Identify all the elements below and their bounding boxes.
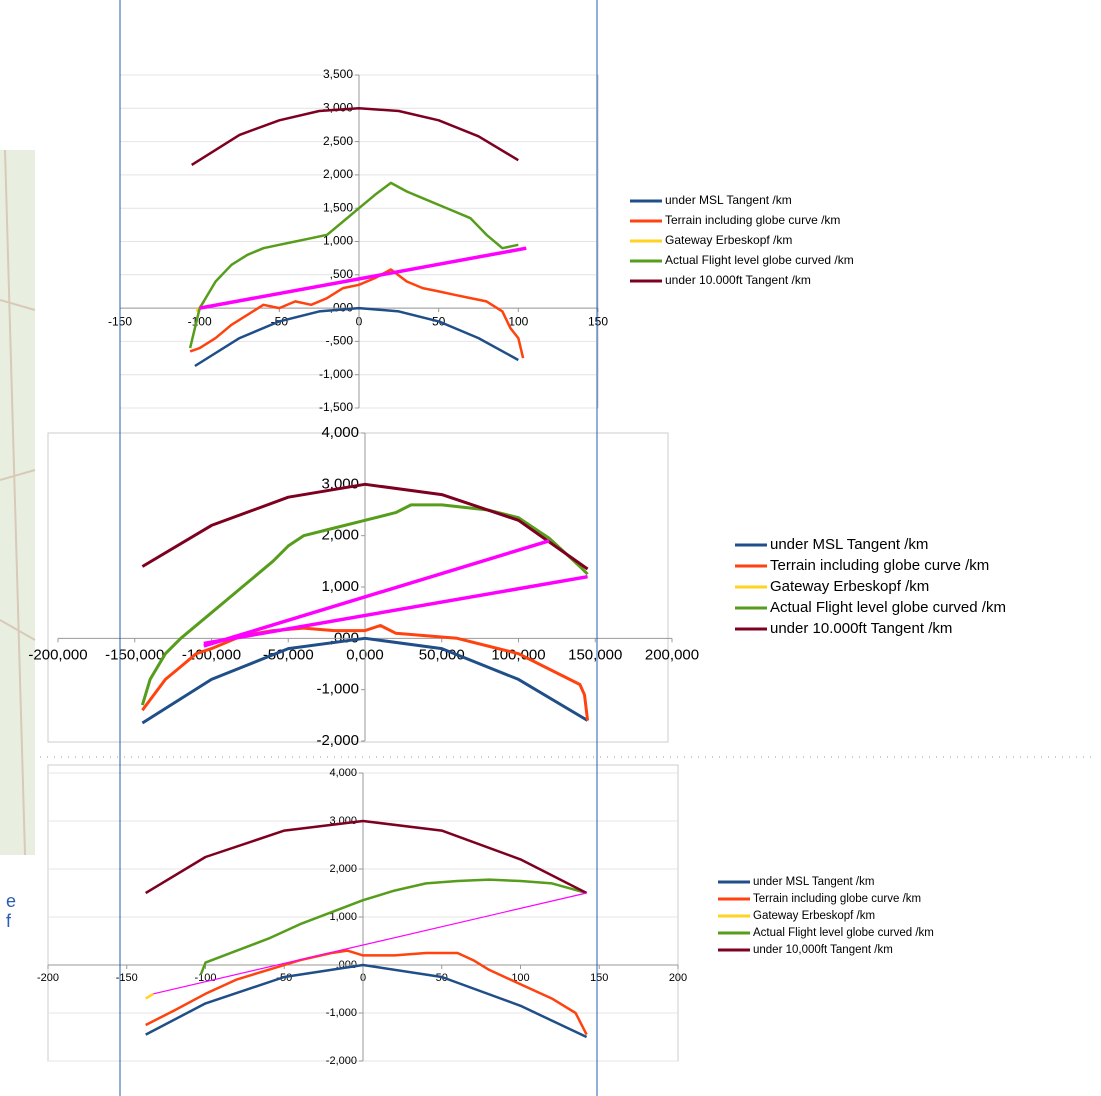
x-tick-label: 150: [588, 314, 608, 328]
series-line: [146, 994, 154, 999]
map-fragment: [0, 150, 35, 855]
side-text: e: [6, 891, 16, 911]
legend-label: under 10.000ft Tangent /km: [770, 620, 952, 637]
screenshot: e f 3,5003,0002,5002,0001,5001,000,500,0…: [0, 0, 1101, 1096]
y-tick-label: -1,000: [319, 367, 353, 381]
legend-label: Actual Flight level globe curved /km: [753, 927, 934, 939]
x-tick-label: 200: [669, 972, 687, 984]
y-tick-label: 2,000: [323, 167, 353, 181]
x-tick-label: 200,000: [645, 646, 699, 663]
legend-label: Terrain including globe curve /km: [770, 557, 989, 574]
y-tick-label: 1,000: [321, 578, 359, 595]
y-tick-label: 3,500: [323, 67, 353, 81]
y-tick-label: 3,000: [323, 100, 353, 114]
x-tick-label: 150,000: [568, 646, 622, 663]
legend-label: Terrain including globe curve /km: [753, 893, 921, 905]
legend-label: under 10.000ft Tangent /km: [665, 273, 811, 287]
y-tick-label: 4,000: [329, 767, 357, 779]
y-tick-label: -,500: [326, 334, 354, 348]
y-tick-label: 1,500: [323, 200, 353, 214]
series-line: [192, 108, 519, 165]
x-tick-label: -200,000: [28, 646, 87, 663]
series-line: [146, 951, 587, 1035]
x-tick-label: 100: [508, 314, 528, 328]
y-tick-label: -2,000: [316, 732, 359, 749]
legend-label: Gateway Erbeskopf /km: [665, 233, 792, 247]
legend-label: under 10,000ft Tangent /km: [753, 944, 893, 956]
x-tick-label: -100: [188, 314, 212, 328]
legend-label: Actual Flight level globe curved /km: [665, 253, 854, 267]
y-tick-label: 2,000: [329, 863, 357, 875]
y-tick-label: -2,000: [326, 1055, 357, 1067]
y-tick-label: ,000: [330, 300, 354, 314]
y-tick-label: -1,000: [326, 1007, 357, 1019]
series-line: [190, 183, 518, 348]
y-tick-label: 4,000: [321, 424, 359, 441]
x-tick-label: -150,000: [105, 646, 164, 663]
legend-label: Gateway Erbeskopf /km: [770, 578, 929, 595]
x-tick-label: 150: [590, 972, 608, 984]
x-tick-label: -150: [116, 972, 138, 984]
side-text: f: [6, 911, 12, 931]
legend-label: under MSL Tangent /km: [665, 193, 792, 207]
legend-label: Terrain including globe curve /km: [665, 213, 840, 227]
x-tick-label: -200: [37, 972, 59, 984]
y-tick-label: 2,500: [323, 134, 353, 148]
legend-label: Actual Flight level globe curved /km: [770, 599, 1006, 616]
y-tick-label: -1,500: [319, 400, 353, 414]
legend-label: Gateway Erbeskopf /km: [753, 910, 875, 922]
y-tick-label: -1,000: [316, 681, 359, 698]
legend-label: under MSL Tangent /km: [770, 536, 928, 553]
series-line: [201, 880, 587, 975]
legend-label: under MSL Tangent /km: [753, 876, 874, 888]
